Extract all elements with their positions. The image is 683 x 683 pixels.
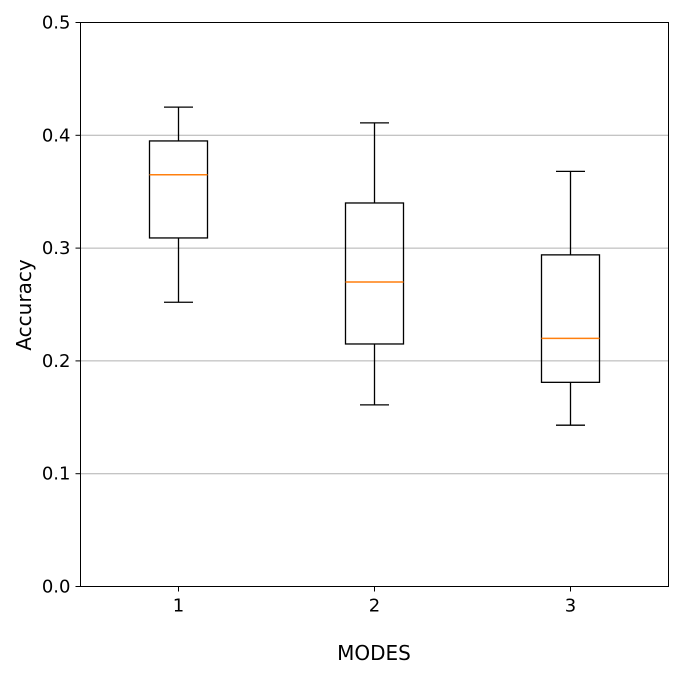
y-axis-label: Accuracy	[12, 259, 36, 350]
y-tick-label: 0.3	[42, 238, 71, 259]
x-axis-label: MODES	[337, 641, 411, 665]
box-mode-3	[540, 170, 601, 426]
x-tick-label: 1	[173, 596, 184, 617]
x-axis-ticks: 1 2 3	[173, 586, 576, 617]
box-mode-2	[344, 122, 405, 406]
y-tick-label: 0.0	[42, 577, 71, 598]
iqr-box	[344, 202, 405, 345]
y-axis-ticks: 0.0 0.1 0.2 0.3 0.4 0.5	[42, 13, 81, 598]
y-tick-label: 0.2	[42, 351, 71, 372]
x-tick-label: 2	[369, 596, 380, 617]
boxes	[148, 106, 601, 426]
iqr-box	[540, 254, 601, 383]
y-tick-label: 0.5	[42, 13, 71, 34]
x-tick-label: 3	[565, 596, 576, 617]
y-tick-label: 0.4	[42, 125, 71, 146]
y-tick-label: 0.1	[42, 464, 71, 485]
iqr-box	[148, 140, 209, 239]
box-mode-1	[148, 106, 209, 303]
